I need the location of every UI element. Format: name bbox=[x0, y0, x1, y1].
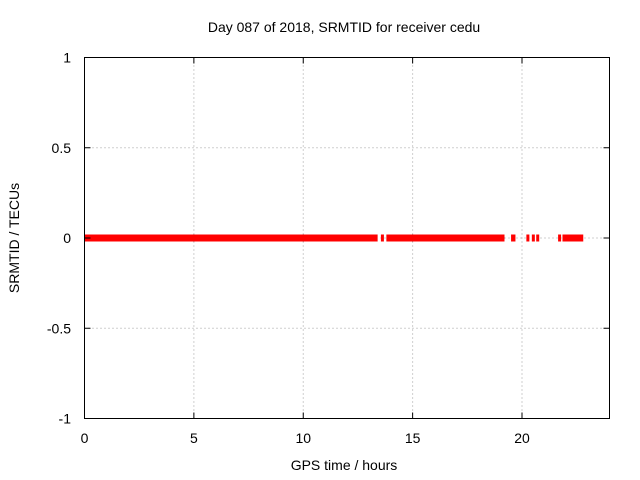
data-point-run bbox=[558, 234, 562, 242]
data-point-run bbox=[531, 234, 535, 242]
y-tick-label: 1 bbox=[63, 50, 71, 66]
data-point-run bbox=[562, 234, 584, 242]
x-tick-label: 0 bbox=[81, 430, 89, 446]
y-tick-label: -0.5 bbox=[47, 320, 71, 336]
data-point-run bbox=[536, 234, 540, 242]
y-tick-label: -1 bbox=[59, 411, 72, 427]
x-tick-label: 10 bbox=[295, 430, 311, 446]
data-point-run bbox=[511, 234, 516, 242]
data-point-run bbox=[526, 234, 530, 242]
data-point-run bbox=[84, 234, 378, 242]
y-axis-label: SRMTID / TECUs bbox=[6, 183, 22, 293]
axis-ticks bbox=[84, 57, 610, 419]
x-tick-labels: 0 5 10 15 20 bbox=[81, 430, 530, 446]
x-tick-label: 5 bbox=[190, 430, 198, 446]
chart-title: Day 087 of 2018, SRMTID for receiver ced… bbox=[208, 19, 480, 35]
x-axis-label: GPS time / hours bbox=[291, 457, 398, 473]
x-tick-label: 20 bbox=[514, 430, 530, 446]
x-tick-label: 15 bbox=[405, 430, 421, 446]
data-point-run bbox=[380, 234, 384, 242]
y-tick-label: 0 bbox=[63, 230, 71, 246]
y-tick-labels: -1 -0.5 0 0.5 1 bbox=[47, 50, 71, 427]
y-tick-label: 0.5 bbox=[52, 140, 72, 156]
data-marks bbox=[84, 234, 584, 242]
data-point-run bbox=[386, 234, 505, 242]
